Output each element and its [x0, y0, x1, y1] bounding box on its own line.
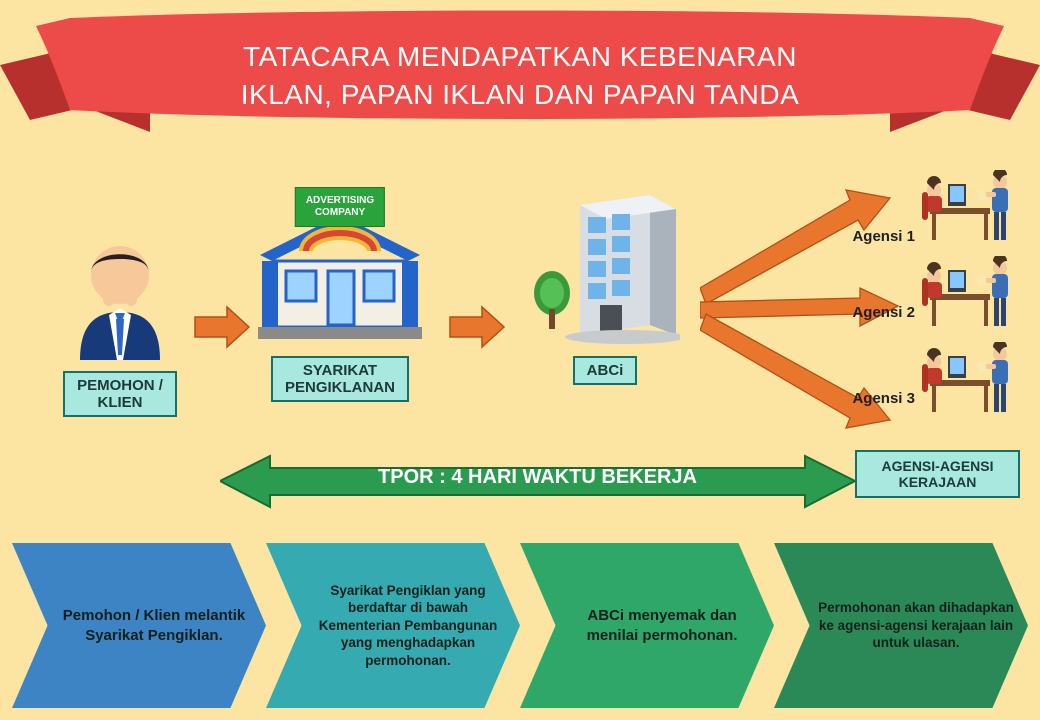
agencies-column: Agensi 1 Agensi 2	[815, 170, 1015, 428]
node-abci: ABCi	[520, 175, 690, 385]
process-steps: Pemohon / Klien melantik Syarikat Pengik…	[12, 543, 1028, 708]
abci-label: ABCi	[573, 356, 638, 385]
tpor-arrow: TPOR : 4 HARI WAKTU BEKERJA	[220, 454, 855, 509]
agency-2-label: Agensi 2	[852, 304, 915, 321]
title-line1: TATACARA MENDAPATKAN KEBENARAN	[243, 41, 797, 72]
tpor-text: TPOR : 4 HARI WAKTU BEKERJA	[220, 466, 855, 489]
title-text: TATACARA MENDAPATKAN KEBENARAN IKLAN, PA…	[0, 38, 1040, 114]
step-3-text: ABCi menyemak dan menilai permohonan.	[556, 543, 768, 708]
ad-company-sign: ADVERTISING COMPANY	[295, 187, 385, 227]
process-flow: PEMOHON / KLIEN ADVERTISING COMPANY SYAR	[0, 170, 1040, 450]
step-4: Permohonan akan dihadapkan ke agensi-age…	[774, 543, 1028, 708]
applicant-label: PEMOHON / KLIEN	[63, 371, 177, 417]
person-icon	[65, 235, 175, 360]
step-2: Syarikat Pengiklan yang berdaftar di baw…	[266, 543, 520, 708]
agency-row: Agensi 2	[815, 256, 1015, 336]
agency-1-label: Agensi 1	[852, 228, 915, 245]
agency-row: Agensi 1	[815, 170, 1015, 250]
arrow-2	[448, 305, 506, 349]
step-3: ABCi menyemak dan menilai permohonan.	[520, 543, 774, 708]
desk-people-icon	[920, 170, 1015, 242]
step-1: Pemohon / Klien melantik Syarikat Pengik…	[12, 543, 266, 708]
node-ad-company: ADVERTISING COMPANY SYARIKAT PENGIKLANAN	[245, 205, 435, 402]
step-2-text: Syarikat Pengiklan yang berdaftar di baw…	[302, 543, 514, 708]
arrow-1	[193, 305, 251, 349]
desk-people-icon	[920, 256, 1015, 328]
agency-3-label: Agensi 3	[852, 390, 915, 407]
title-banner: TATACARA MENDAPATKAN KEBENARAN IKLAN, PA…	[0, 10, 1040, 140]
node-applicant: PEMOHON / KLIEN	[50, 235, 190, 417]
office-building-icon	[530, 175, 680, 345]
ad-company-label: SYARIKAT PENGIKLANAN	[271, 356, 409, 402]
title-line2: IKLAN, PAPAN IKLAN DAN PAPAN TANDA	[241, 79, 800, 110]
step-4-text: Permohonan akan dihadapkan ke agensi-age…	[810, 543, 1022, 708]
step-1-text: Pemohon / Klien melantik Syarikat Pengik…	[48, 543, 260, 708]
agency-row: Agensi 3	[815, 342, 1015, 422]
desk-people-icon	[920, 342, 1015, 414]
agencies-group-label: AGENSI-AGENSI KERAJAAN	[855, 450, 1020, 498]
